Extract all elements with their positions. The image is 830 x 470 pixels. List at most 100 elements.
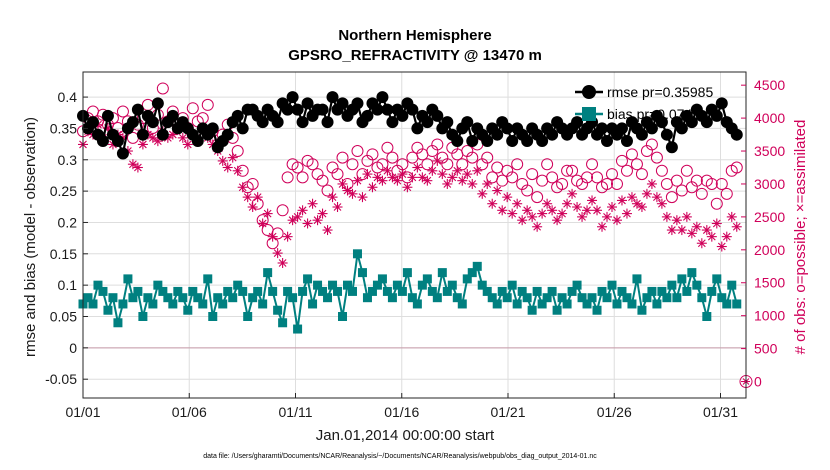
obs-possible-point <box>730 161 743 174</box>
y-tick-label: -0.05 <box>45 371 77 387</box>
rmse-point <box>596 122 609 135</box>
bias-point <box>133 286 143 296</box>
obs-assimilated-point <box>242 192 253 203</box>
bias-point <box>432 293 442 303</box>
obs-possible-point <box>496 174 509 187</box>
bias-point <box>168 299 178 309</box>
bias-point <box>163 293 173 303</box>
rmse-point <box>96 134 109 147</box>
rmse-point <box>116 147 129 160</box>
bias-point <box>477 280 487 290</box>
obs-assimilated-point <box>222 162 233 173</box>
rmse-point <box>256 116 269 129</box>
bias-point <box>108 293 118 303</box>
rmse-point <box>321 116 334 129</box>
bias-point <box>88 299 98 309</box>
obs-possible-point <box>421 158 434 171</box>
bias-point <box>318 286 328 296</box>
obs-assimilated-point <box>297 205 308 216</box>
rmse-point <box>316 103 329 116</box>
plot-frame <box>82 71 747 399</box>
bias-point <box>153 280 163 290</box>
obs-assimilated-point <box>342 185 353 196</box>
rmse-point <box>466 134 479 147</box>
bias-point <box>382 286 392 296</box>
obs-possible-point <box>401 171 414 184</box>
rmse-point <box>441 116 454 129</box>
obs-possible-point <box>271 227 284 240</box>
bias-point <box>652 299 662 309</box>
obs-possible-point <box>116 105 129 118</box>
obs-assimilated-point <box>542 198 553 209</box>
obs-assimilated-point <box>656 198 667 209</box>
bias-point <box>288 293 298 303</box>
obs-assimilated-point <box>232 165 243 176</box>
y-right-tick-label: 0 <box>754 374 762 390</box>
obs-assimilated-point <box>726 211 737 222</box>
obs-possible-point <box>441 158 454 171</box>
bias-point <box>637 305 647 315</box>
rmse-point <box>296 116 309 129</box>
rmse-point <box>491 128 504 141</box>
obs-assimilated-point <box>377 175 388 186</box>
obs-assimilated-point <box>137 139 148 150</box>
obs-assimilated-point <box>337 178 348 189</box>
obs-assimilated-point <box>132 162 143 173</box>
bias-point <box>722 299 732 309</box>
bias-point <box>487 293 497 303</box>
bias-point <box>362 293 372 303</box>
bias-point <box>352 249 362 259</box>
obs-assimilated-point <box>477 188 488 199</box>
bias-point <box>248 293 258 303</box>
obs-possible-point <box>541 158 554 171</box>
bias-point <box>338 312 348 321</box>
rmse-point <box>700 116 713 129</box>
chart-title: Northern Hemisphere <box>338 27 491 44</box>
obs-possible-point <box>246 177 259 190</box>
bias-point <box>442 286 452 296</box>
rmse-point <box>615 122 628 135</box>
rmse-point <box>421 116 434 129</box>
rmse-point <box>645 122 658 135</box>
y-tick-label: 0 <box>69 340 77 356</box>
obs-assimilated-point <box>666 225 677 236</box>
obs-possible-point <box>346 158 359 171</box>
x-tick-label: 01/31 <box>703 404 738 420</box>
bias-point <box>402 268 412 278</box>
obs-assimilated-point <box>367 182 378 193</box>
bias-point <box>602 293 612 303</box>
obs-assimilated-point <box>711 218 722 229</box>
rmse-point <box>730 128 743 141</box>
obs-possible-point <box>665 191 678 204</box>
obs-possible-point <box>201 98 214 111</box>
obs-assimilated-point <box>691 221 702 232</box>
bias-point <box>537 299 547 309</box>
rmse-point <box>431 109 444 122</box>
obs-assimilated-point <box>332 202 343 213</box>
obs-possible-point <box>670 174 683 187</box>
obs-assimilated-point <box>721 231 732 242</box>
bias-point <box>597 286 607 296</box>
x-tick-label: 01/16 <box>384 404 419 420</box>
bias-point <box>397 286 407 296</box>
obs-assimilated-point <box>182 139 193 150</box>
obs-assimilated-point <box>177 132 188 143</box>
bias-point <box>592 305 602 315</box>
obs-possible-point <box>386 151 399 164</box>
obs-assimilated-point <box>407 172 418 183</box>
obs-assimilated-point <box>447 172 458 183</box>
bias-point <box>507 280 517 290</box>
rmse-point <box>481 134 494 147</box>
obs-assimilated-point <box>302 218 313 229</box>
y-right-tick-label: 3000 <box>754 176 785 192</box>
obs-assimilated-point <box>442 178 453 189</box>
rmse-point <box>131 103 144 116</box>
obs-possible-point <box>546 171 559 184</box>
rmse-point <box>501 122 514 135</box>
rmse-point <box>521 134 534 147</box>
bias-point <box>233 280 243 290</box>
rmse-point <box>411 122 424 135</box>
obs-assimilated-point <box>457 175 468 186</box>
bias-point <box>213 293 223 303</box>
bias-point <box>527 305 537 315</box>
